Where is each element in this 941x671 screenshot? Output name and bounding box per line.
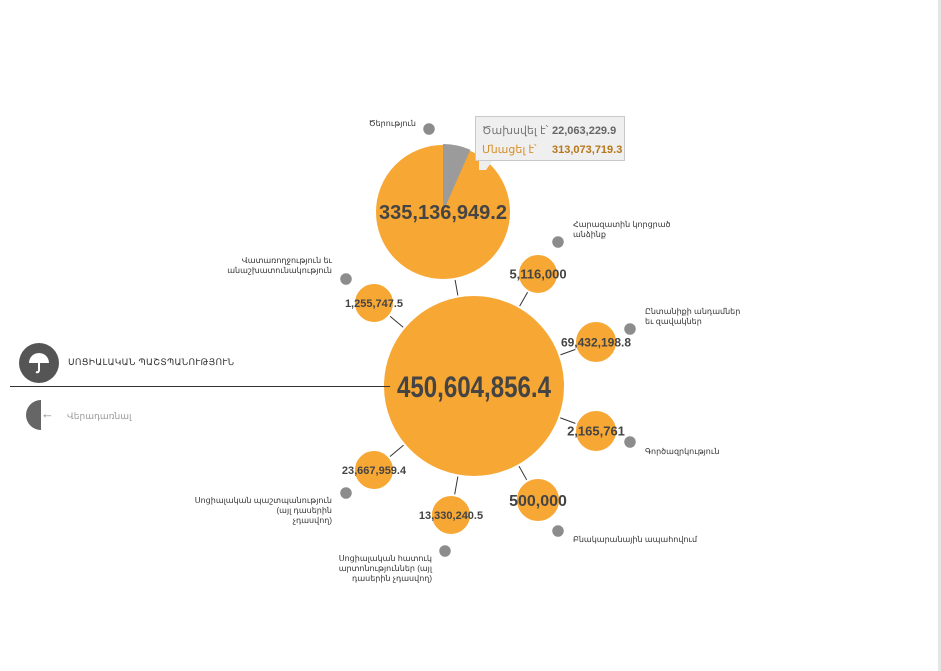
label-housing: Բնակարանային ապահովում	[573, 535, 698, 544]
tooltip-left-label: Մնացել է՝	[482, 144, 537, 156]
label-line: (այլ դասերին	[277, 506, 332, 515]
marker-unprotected-housing	[550, 234, 566, 250]
marker-old-age	[421, 121, 437, 137]
marker-disability	[338, 271, 354, 287]
value-family: 69,432,198.8	[561, 335, 631, 349]
bubble-social-rd	[430, 494, 472, 536]
label-line: չդասվող)	[293, 516, 333, 525]
back-label[interactable]: Վերադառնալ	[67, 411, 132, 421]
section-divider	[10, 386, 390, 387]
tooltip-spent-row: Ծախսվել է՝ 22,063,229.9	[482, 124, 616, 137]
tooltip-spent-value: 22,063,229.9	[552, 125, 617, 137]
tooltip-spent-label: Ծախսվել է՝	[482, 125, 549, 137]
umbrella-icon[interactable]	[19, 343, 59, 383]
value-social-other: 23,667,959.4	[342, 465, 407, 477]
section-title: ՍՈՑԻԱԼԱԿԱՆ ՊԱՇՏՊԱՆՈՒԹՅՈՒՆ	[68, 357, 235, 367]
value-unemployment: 2,165,761	[567, 424, 625, 439]
arrow-left-icon: ←	[41, 406, 54, 421]
label-unprotected-housing: Հարազատին կորցրած անձինք	[573, 220, 671, 239]
connector-lines	[388, 278, 577, 496]
connector-unemployment	[559, 417, 577, 425]
center-value: 450,604,856.4	[397, 371, 551, 404]
label-line: Սոցիալական պաշտպանություն	[195, 496, 332, 505]
label-disability: Վատառողջություն եւ անաշխատունակություն	[227, 256, 332, 275]
marker-family	[622, 321, 638, 337]
tooltip-left-value: 313,073,719.3	[552, 144, 623, 156]
bubble-unemployment	[574, 409, 618, 453]
bubble-disability	[353, 282, 395, 324]
value-old-age: 335,136,949.2	[379, 202, 507, 224]
bubble-housing	[515, 477, 561, 523]
label-line: անաշխատունակություն	[227, 266, 332, 275]
tooltip: Ծախսվել է՝ 22,063,229.9 Մնացել է՝ 313,073,…	[475, 116, 625, 161]
value-unprotected-housing: 5,116,000	[509, 267, 566, 282]
label-line: Գործազրկություն	[645, 447, 719, 456]
label-line: եւ զավակներ	[645, 317, 702, 326]
label-family: Ընտանիքի անդամներ եւ զավակներ	[645, 307, 740, 326]
marker-housing	[550, 523, 566, 539]
label-social-other: Սոցիալական պաշտպանություն (այլ դասերին չդա…	[195, 496, 333, 525]
category-markers	[338, 121, 638, 559]
spent-slice-old-age	[443, 144, 471, 212]
label-line: արտոնություններ (այլ	[339, 564, 433, 573]
connector-social-rd	[454, 475, 459, 496]
connector-old-age	[454, 278, 459, 297]
label-old-age: Ծերություն	[369, 119, 416, 128]
half-circle-icon	[26, 400, 41, 430]
label-line: Բնակարանային ապահովում	[573, 535, 698, 544]
bubble-unprotected-housing	[517, 253, 559, 295]
connector-unprotected-housing	[518, 291, 529, 308]
marker-unemployment	[622, 434, 638, 450]
value-housing: 500,000	[509, 493, 567, 510]
connector-social-other	[388, 444, 405, 458]
bubble-family	[574, 320, 618, 364]
value-disability: 1,255,747.5	[345, 298, 403, 310]
right-border	[938, 0, 941, 671]
connector-disability	[389, 315, 405, 329]
tooltip-tail	[479, 160, 493, 170]
bubble-social-other	[353, 449, 395, 491]
label-line: Ծերություն	[369, 119, 416, 128]
back-button[interactable]: ←	[26, 400, 56, 430]
marker-social-other	[338, 485, 354, 501]
label-line: անձինք	[573, 230, 606, 239]
label-line: Սոցիալական հատուկ	[339, 554, 432, 563]
connector-family	[559, 348, 577, 356]
value-social-rd: 13,330,240.5	[419, 510, 483, 522]
bubbles	[353, 143, 618, 536]
label-line: Հարազատին կորցրած	[573, 220, 671, 229]
category-labels: 450,604,856.4 335,136,949.2 Ծերություն 5,11…	[195, 119, 741, 583]
label-line: Ընտանիքի անդամներ	[645, 307, 740, 316]
marker-social-rd	[437, 543, 453, 559]
label-line: Վատառողջություն եւ	[242, 256, 333, 265]
tooltip-left-row: Մնացել է՝ 313,073,719.3	[482, 143, 622, 156]
label-line: դասերին չդասվող)	[352, 574, 432, 583]
connector-housing	[518, 465, 528, 482]
label-social-rd: Սոցիալական հատուկ արտոնություններ (այլ դաս…	[339, 554, 433, 583]
label-unemployment: Գործազրկություն	[645, 447, 719, 456]
